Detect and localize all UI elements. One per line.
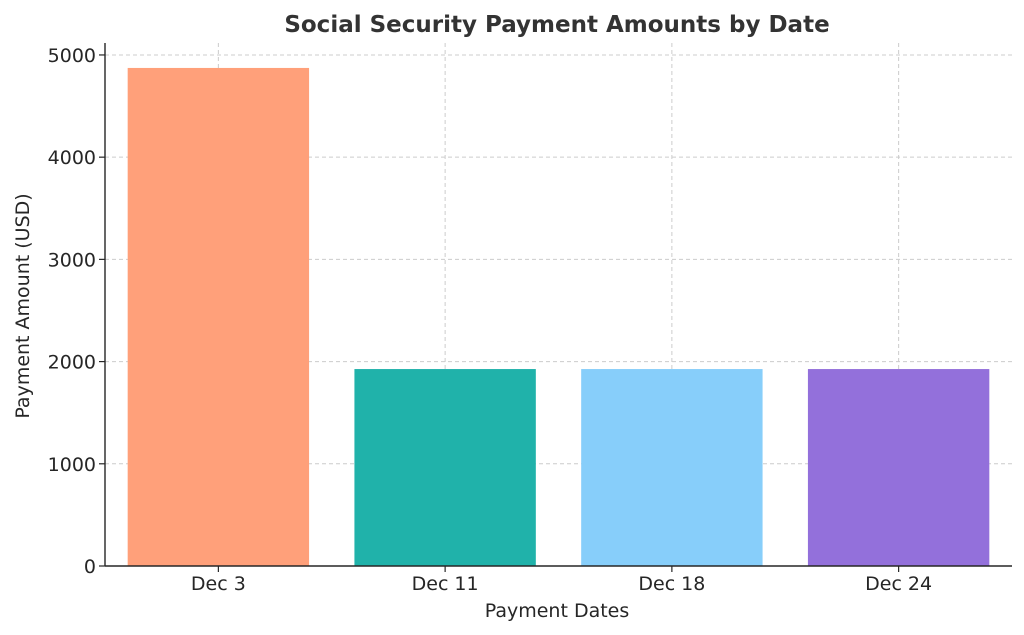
x-tick-label: Dec 18	[638, 573, 705, 595]
y-tick-label: 4000	[48, 147, 96, 169]
axes	[99, 43, 1012, 572]
chart-title: Social Security Payment Amounts by Date	[284, 12, 829, 38]
x-axis-label: Payment Dates	[485, 600, 630, 622]
bar	[807, 369, 990, 566]
bar	[354, 369, 536, 566]
bar	[581, 369, 763, 566]
bars	[127, 67, 990, 566]
tick-labels: 0 1000 2000 3000 4000 5000 Dec 3 Dec 11 Dec 18 De…	[48, 45, 932, 595]
y-tick-label: 0	[84, 556, 96, 578]
y-tick-label: 5000	[48, 45, 96, 67]
y-axis-label: Payment Amount (USD)	[12, 193, 34, 418]
x-tick-label: Dec 24	[865, 573, 932, 595]
x-tick-label: Dec 11	[412, 573, 479, 595]
x-tick-label: Dec 3	[191, 573, 246, 595]
y-tick-label: 3000	[48, 249, 96, 271]
y-tick-label: 2000	[48, 352, 96, 374]
bar	[127, 67, 310, 566]
y-tick-label: 1000	[48, 454, 96, 476]
